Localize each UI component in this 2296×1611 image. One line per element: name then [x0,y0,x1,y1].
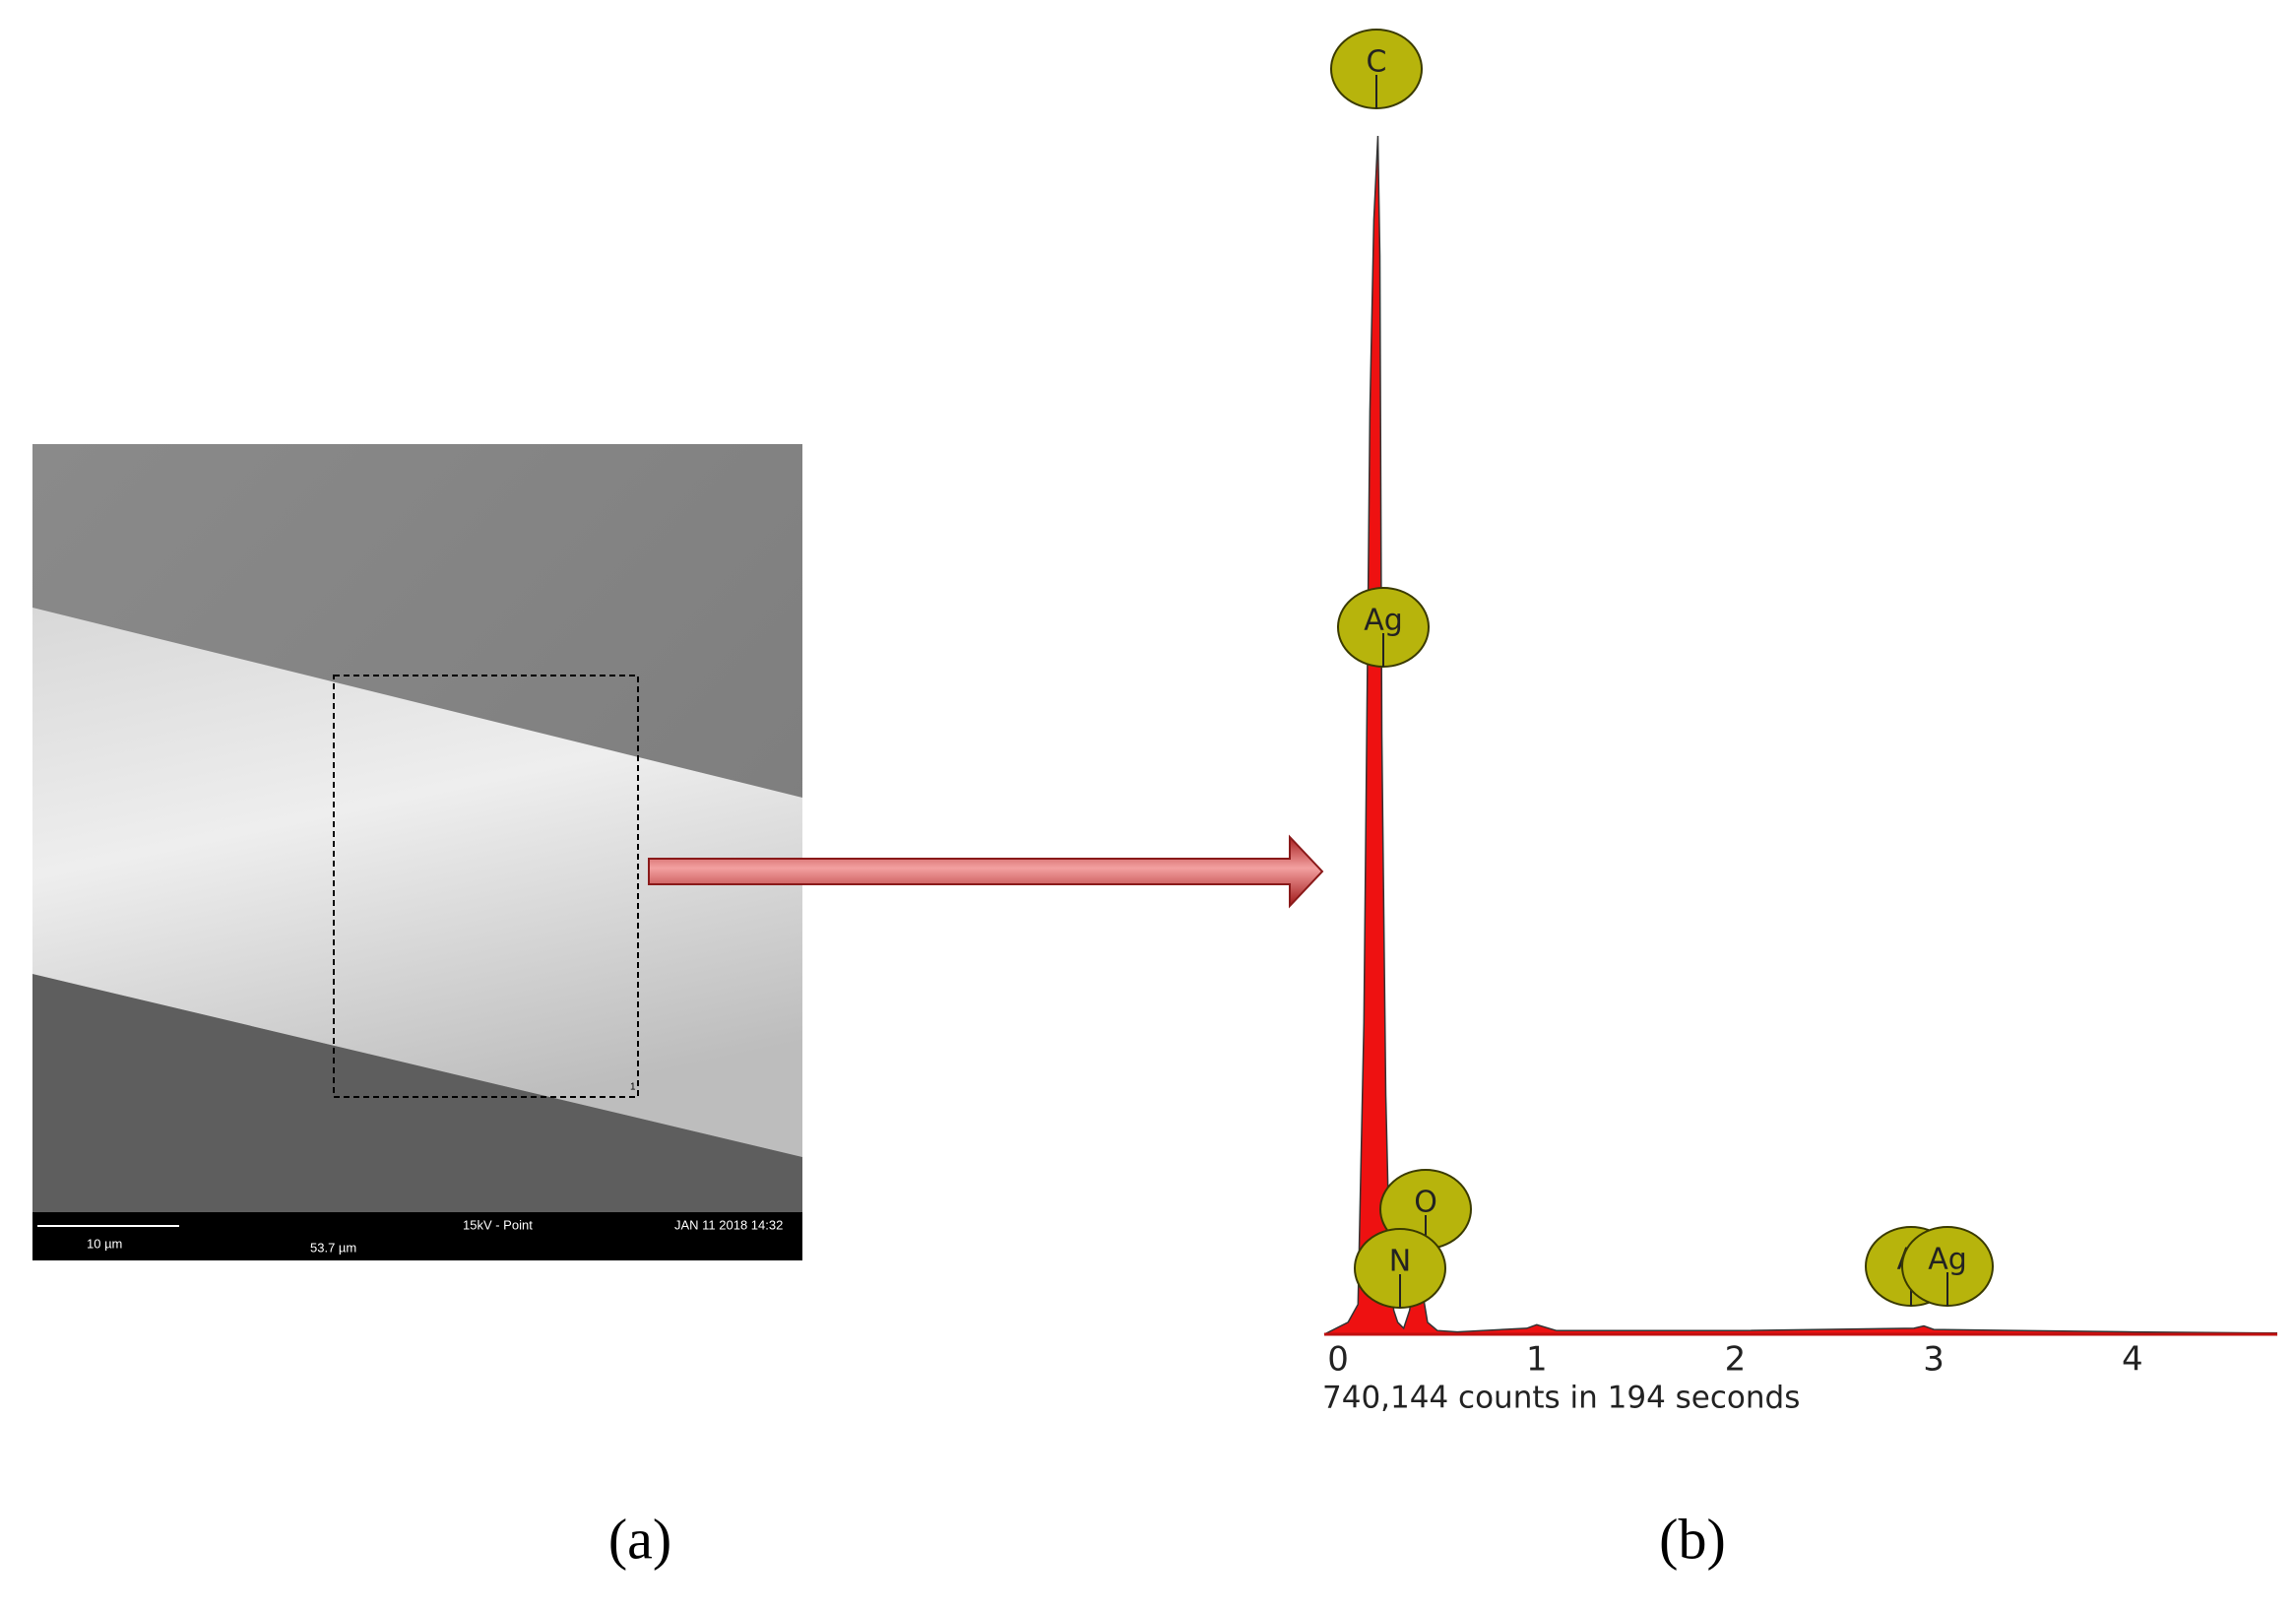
element-label: C [1367,45,1387,80]
element-marker: Ag [1337,587,1430,668]
element-marker: C [1330,29,1423,109]
info-bar [32,1212,802,1260]
x-tick-label: 1 [1526,1340,1548,1380]
spectrum-area [1324,136,2277,1334]
region-number: 1 [630,1082,636,1093]
element-label: Ag [1364,604,1403,638]
sem-shadow [32,974,802,1212]
x-tick-label: 0 [1327,1340,1349,1380]
spectrum-line [1323,135,2278,1335]
panel-label: (a) [608,1507,671,1571]
element-marker: Ag [1901,1226,1994,1307]
element-label: N [1389,1245,1411,1279]
spectrum-footer: 740,144 counts in 194 seconds [1322,1381,1800,1416]
x-tick-label: 3 [1923,1340,1945,1380]
selection-box [333,675,639,1098]
sem-fiber [32,608,802,1157]
element-marker: N [1354,1228,1446,1309]
date-label: JAN 11 2018 14:32 [674,1217,783,1232]
x-tick-label: 2 [1725,1340,1747,1380]
mode-label: 15kV - Point [463,1217,533,1232]
spectrum: 01234CAgONAlAg [1323,29,2278,1380]
panel-label: (b) [1659,1507,1726,1571]
element-label: O [1414,1186,1437,1220]
scale-bar-label: 10 µm [87,1236,122,1251]
sem-image: 1 10 µm 15kV - Point JAN 11 2018 14:32 5… [32,444,802,1260]
x-tick-label: 4 [2122,1340,2143,1380]
element-label: Ag [1928,1243,1967,1277]
field-width: 53.7 µm [310,1240,356,1255]
arrow [648,834,1324,909]
